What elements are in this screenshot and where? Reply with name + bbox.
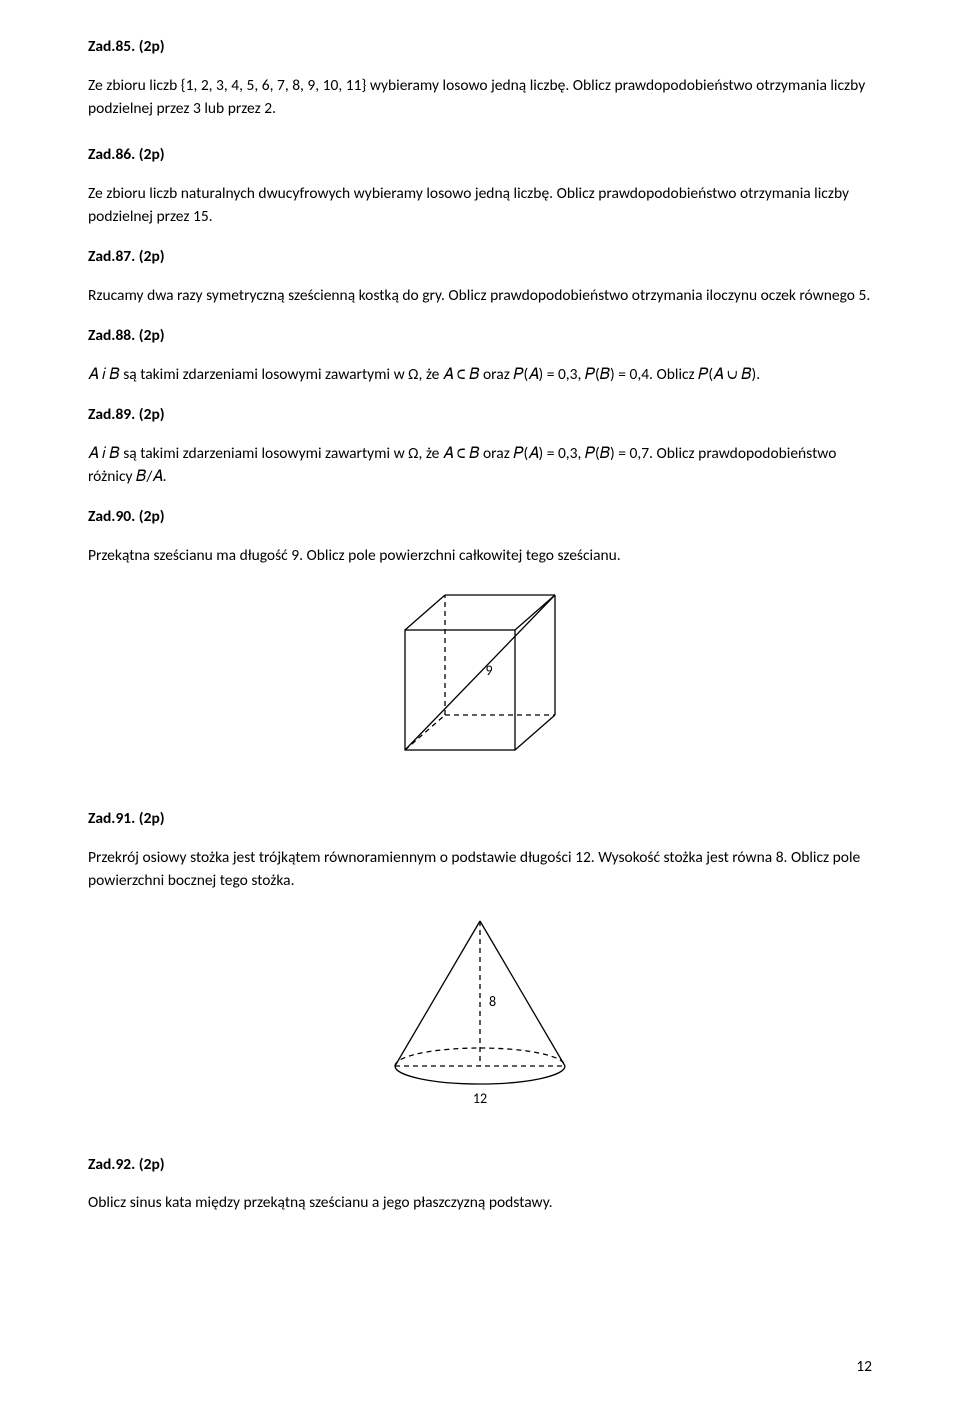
cube-figure: 9: [88, 585, 872, 770]
task-88-heading: Zad.88. (2p): [88, 325, 872, 347]
task-87-text: Rzucamy dwa razy symetryczną sześcienną …: [88, 284, 872, 307]
cone-figure: 8 12: [88, 911, 872, 1116]
cone-base-label: 12: [473, 1090, 487, 1107]
task-91-heading: Zad.91. (2p): [88, 808, 872, 830]
cube-icon: 9: [385, 585, 575, 765]
task-85-text: Ze zbioru liczb {1, 2, 3, 4, 5, 6, 7, 8,…: [88, 74, 872, 121]
task-89-text: 𝐴 𝑖 𝐵 są takimi zdarzeniami losowymi zaw…: [88, 442, 872, 489]
page: Zad.85. (2p) Ze zbioru liczb {1, 2, 3, 4…: [0, 0, 960, 1404]
page-number: 12: [856, 1357, 872, 1376]
task-90-text: Przekątna sześcianu ma długość 9. Oblicz…: [88, 544, 872, 567]
task-85-heading: Zad.85. (2p): [88, 36, 872, 58]
task-92-text: Oblicz sinus kata między przekątną sześc…: [88, 1191, 872, 1214]
task-86-text: Ze zbioru liczb naturalnych dwucyfrowych…: [88, 182, 872, 229]
task-87-heading: Zad.87. (2p): [88, 246, 872, 268]
task-88-text: 𝐴 𝑖 𝐵 są takimi zdarzeniami losowymi zaw…: [88, 363, 872, 386]
task-90-heading: Zad.90. (2p): [88, 506, 872, 528]
cone-height-label: 8: [489, 993, 496, 1010]
task-86-heading: Zad.86. (2p): [88, 144, 872, 166]
task-89-heading: Zad.89. (2p): [88, 404, 872, 426]
task-92-heading: Zad.92. (2p): [88, 1154, 872, 1176]
task-91-text: Przekrój osiowy stożka jest trójkątem ró…: [88, 846, 872, 893]
cube-diagonal-label: 9: [485, 662, 492, 679]
cone-icon: 8 12: [375, 911, 585, 1111]
